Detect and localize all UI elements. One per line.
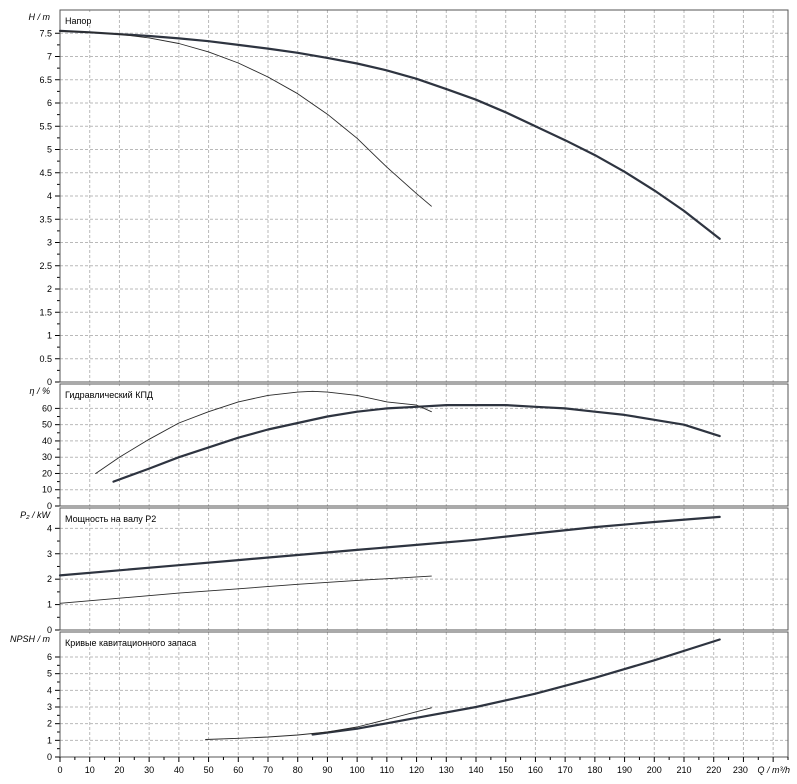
panel-2: 0 10 20 30 40 50 60 η / % Гидравлический КПД — [29, 383, 789, 511]
x-tick-label: 10 — [85, 765, 95, 775]
y-tick-label: 0 — [47, 625, 52, 635]
panel-title-background — [62, 12, 95, 24]
y-tick-label: 7 — [47, 52, 52, 62]
y-tick-label: 1 — [47, 331, 52, 341]
panel-1: 0 0.5 1 1.5 2 2.5 3 3.5 4 4.5 5 5.5 6 6.5 7 7.5 H / m Нап… — [29, 9, 789, 387]
y-tick-label: 4.5 — [39, 168, 52, 178]
x-tick-label: 50 — [204, 765, 214, 775]
curve-line-bold — [112, 404, 721, 483]
y-axis-label: P₂ / kW — [20, 510, 51, 520]
y-tick-label: 1 — [47, 735, 52, 745]
x-tick-label: 200 — [647, 765, 662, 775]
plot-frame — [59, 631, 789, 758]
y-tick-label: 4 — [47, 523, 52, 533]
y-tick-label: 2.5 — [39, 261, 52, 271]
x-tick-label: 210 — [676, 765, 691, 775]
x-tick-label: 130 — [439, 765, 454, 775]
y-tick-label: 2 — [47, 574, 52, 584]
plot-area — [60, 508, 788, 630]
plot-area — [60, 384, 788, 506]
x-axis-label: Q / m³/h — [757, 765, 790, 775]
y-tick-label: 0 — [47, 377, 52, 387]
curve-line-bold — [311, 638, 721, 736]
plot-frame — [59, 9, 789, 383]
y-tick-label: 6 — [47, 98, 52, 108]
x-tick-label: 90 — [322, 765, 332, 775]
y-tick-label: 5.5 — [39, 121, 52, 131]
x-axis: 0 10 20 30 40 50 60 70 80 90 100 110 120 130 140 150 160… — [57, 757, 790, 775]
y-tick-label: 2 — [47, 719, 52, 729]
y-axis-label: NPSH / m — [10, 634, 51, 644]
y-tick-label: 60 — [42, 403, 52, 413]
y-tick-label: 6.5 — [39, 75, 52, 85]
x-tick-label: 190 — [617, 765, 632, 775]
y-tick-label: 3 — [47, 238, 52, 248]
x-tick-label: 180 — [587, 765, 602, 775]
panel-title: Мощность на валу P2 — [65, 514, 156, 524]
plot-frame — [59, 383, 789, 507]
x-tick-label: 70 — [263, 765, 273, 775]
x-tick-label: 30 — [144, 765, 154, 775]
y-tick-label: 7.5 — [39, 28, 52, 38]
panel-4: 0 1 2 3 4 5 6 NPSH / m Кривые кавитационного зап… — [10, 631, 789, 762]
curve-line-thin — [59, 575, 432, 604]
y-tick-label: 3 — [47, 702, 52, 712]
y-tick-label: 0 — [47, 752, 52, 762]
panel-title: Гидравлический КПД — [65, 390, 153, 400]
y-tick-label: 3 — [47, 549, 52, 559]
y-tick-label: 0.5 — [39, 354, 52, 364]
x-tick-label: 60 — [233, 765, 243, 775]
y-tick-label: 30 — [42, 452, 52, 462]
x-tick-label: 140 — [468, 765, 483, 775]
curve-line-thin — [59, 30, 432, 207]
plot-area — [60, 10, 788, 382]
y-tick-label: 0 — [47, 501, 52, 511]
panel-title-background — [62, 386, 157, 398]
y-tick-label: 50 — [42, 420, 52, 430]
y-tick-label: 3.5 — [39, 214, 52, 224]
x-tick-label: 230 — [733, 765, 748, 775]
x-tick-label: 150 — [498, 765, 513, 775]
x-tick-label: 80 — [293, 765, 303, 775]
curve-line-thin — [95, 390, 432, 474]
y-tick-label: 4 — [47, 685, 52, 695]
y-tick-label: 10 — [42, 485, 52, 495]
y-tick-label: 4 — [47, 191, 52, 201]
x-tick-label: 120 — [409, 765, 424, 775]
y-axis-label: H / m — [29, 12, 51, 22]
curve-line-bold — [58, 515, 721, 577]
x-tick-label: 0 — [57, 765, 62, 775]
plot-area — [60, 632, 788, 757]
panel-title-background — [62, 634, 200, 646]
y-tick-label: 5 — [47, 669, 52, 679]
y-tick-label: 5 — [47, 145, 52, 155]
y-axis-label: η / % — [29, 386, 50, 396]
x-tick-label: 170 — [558, 765, 573, 775]
x-tick-label: 110 — [380, 765, 394, 775]
y-tick-label: 1 — [47, 600, 52, 610]
x-tick-label: 40 — [174, 765, 184, 775]
curve-line-bold — [58, 29, 721, 240]
plot-frame — [59, 507, 789, 631]
x-tick-label: 160 — [528, 765, 543, 775]
y-tick-label: 40 — [42, 436, 52, 446]
y-tick-label: 1.5 — [39, 307, 52, 317]
x-tick-label: 20 — [114, 765, 124, 775]
x-tick-label: 220 — [706, 765, 721, 775]
x-tick-label: 100 — [350, 765, 365, 775]
curve-line-thin — [205, 707, 432, 740]
y-tick-label: 6 — [47, 652, 52, 662]
panel-3: 0 1 2 3 4 P₂ / kW Мощность на валу P2 — [20, 507, 789, 635]
panel-title-background — [62, 510, 160, 522]
y-tick-label: 20 — [42, 468, 52, 478]
y-tick-label: 2 — [47, 284, 52, 294]
panel-title: Кривые кавитационного запаса — [65, 638, 196, 648]
panel-title: Напор — [65, 16, 91, 26]
